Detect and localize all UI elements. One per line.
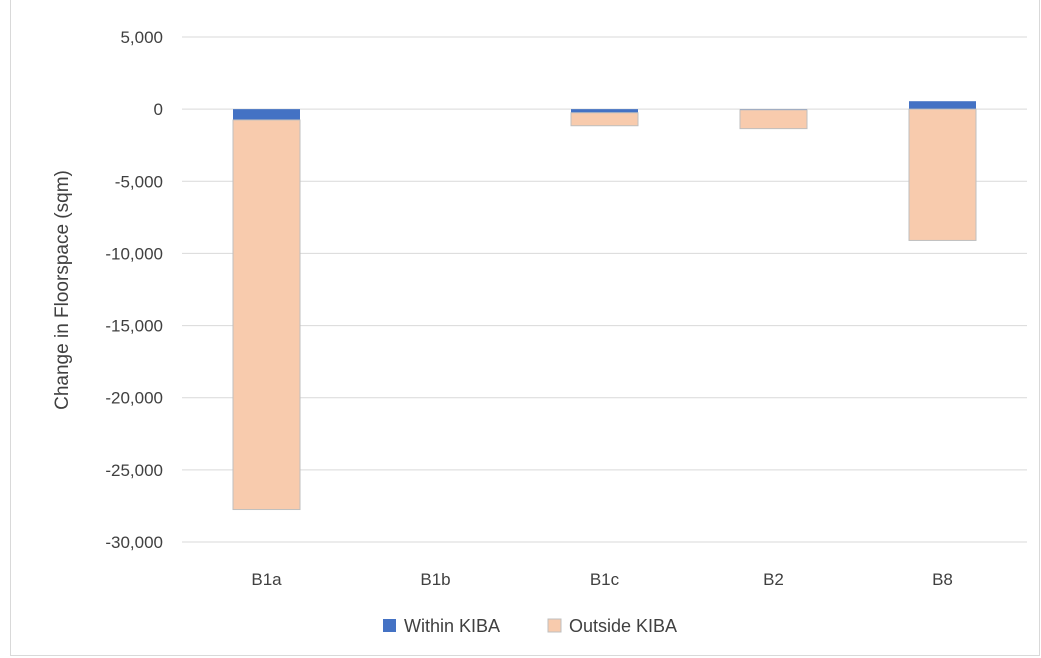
bar-b1a-within-kiba (233, 109, 300, 120)
y-tick-label: 5,000 (120, 28, 163, 47)
y-tick-label: -25,000 (105, 461, 163, 480)
legend-label: Within KIBA (404, 616, 500, 636)
y-tick-label: -5,000 (115, 172, 163, 191)
gridlines (182, 36, 1027, 543)
y-axis-tick-labels: 5,000 0 -5,000 -10,000 -15,000 -20,000 -25,000… (105, 28, 163, 552)
y-tick-label: -10,000 (105, 244, 163, 263)
x-tick-label: B8 (932, 570, 953, 589)
x-tick-label: B1c (590, 570, 620, 589)
legend-swatch (547, 618, 562, 633)
bar-b8-within-kiba (909, 101, 976, 110)
y-tick-label: -20,000 (105, 389, 163, 408)
x-tick-label: B2 (763, 570, 784, 589)
bar-b1a-outside-kiba (232, 119, 301, 511)
y-tick-label: -15,000 (105, 317, 163, 336)
bar-b1c-within-kiba (571, 109, 638, 113)
x-tick-label: B1a (251, 570, 282, 589)
bar-b2-outside-kiba (739, 109, 808, 130)
x-tick-label: B1b (420, 570, 450, 589)
legend-swatch (383, 619, 396, 632)
bar-b1c-outside-kiba (570, 112, 639, 127)
bar-b8-outside-kiba (908, 108, 977, 241)
y-tick-label: -30,000 (105, 533, 163, 552)
legend-label: Outside KIBA (569, 616, 677, 636)
x-axis-tick-labels: B1a B1b B1c B2 B8 (251, 570, 953, 589)
bars (232, 101, 977, 511)
y-tick-label: 0 (154, 100, 163, 119)
legend: Within KIBA Outside KIBA (383, 616, 677, 636)
chart-frame (10, 0, 1040, 656)
y-axis-title: Change in Floorspace (sqm) (52, 170, 73, 410)
